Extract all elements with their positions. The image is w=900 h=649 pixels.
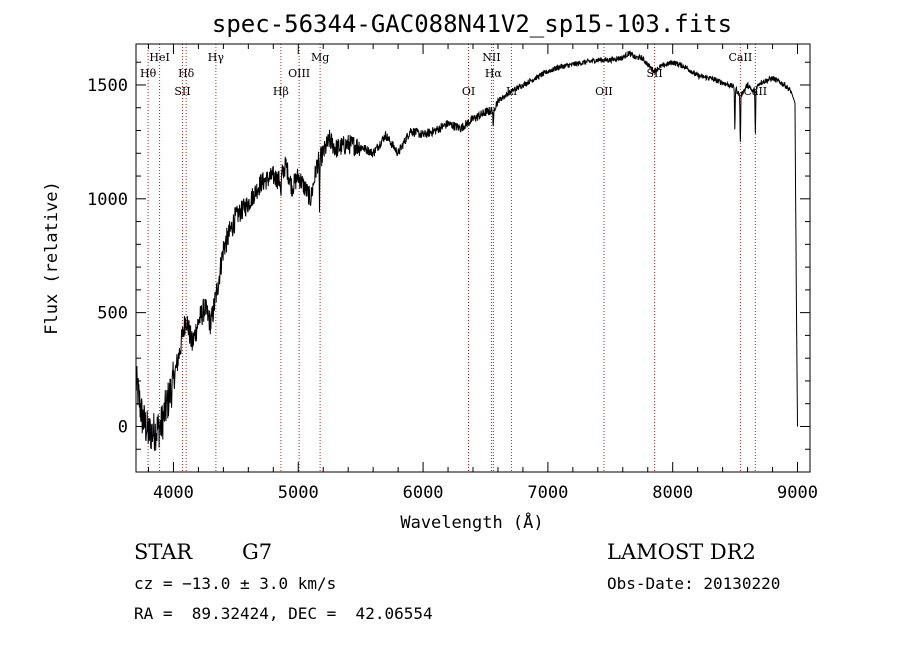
x-tick-label: 5000 <box>278 483 319 503</box>
line-marker-label: CaII <box>729 51 753 64</box>
line-marker-label: HeI <box>149 51 169 64</box>
line-marker-label: OI <box>462 85 475 98</box>
x-tick-label: 6000 <box>403 483 444 503</box>
line-marker-label: OIII <box>288 67 310 80</box>
line-marker-label: Hθ <box>140 67 157 80</box>
y-axis: 0 500 1000 1500 <box>87 61 810 450</box>
y-tick-label: 0 <box>118 417 128 437</box>
line-marker-label: NII <box>482 51 500 64</box>
line-marker-label: Hβ <box>273 85 289 98</box>
line-marker-label: OII <box>595 85 613 98</box>
line-marker-label: SII <box>174 85 190 98</box>
chart-title: spec-56344-GAC088N41V2_sp15-103.fits <box>212 10 732 38</box>
y-tick-label: 500 <box>97 304 128 324</box>
x-tick-label: 9000 <box>777 483 818 503</box>
line-marker-label: Mg <box>311 51 329 64</box>
coordinates: RA = 89.32424, DEC = 42.06554 <box>134 604 433 623</box>
x-tick-label: 4000 <box>153 483 194 503</box>
y-axis-label: Flux (relative) <box>42 181 62 335</box>
line-marker-label: Hα <box>485 67 503 80</box>
object-subclass: G7 <box>242 540 273 564</box>
object-class: STAR <box>134 540 193 564</box>
spectrum-line <box>135 49 798 451</box>
y-tick-label: 1500 <box>87 76 128 96</box>
x-axis-label: Wavelength (Å) <box>400 511 543 533</box>
x-axis: 4000 5000 6000 7000 8000 9000 <box>147 44 818 503</box>
y-tick-label: 1000 <box>87 190 128 210</box>
redshift-velocity: cz = −13.0 ± 3.0 km/s <box>134 574 337 593</box>
plot-frame <box>135 43 811 473</box>
line-marker-label: Hδ <box>178 67 195 80</box>
line-marker-label: Hγ <box>208 51 225 64</box>
survey-name: LAMOST DR2 <box>607 540 756 564</box>
observation-date: Obs-Date: 20130220 <box>607 574 781 593</box>
x-tick-label: 7000 <box>527 483 568 503</box>
line-marker-label: CaII <box>743 85 767 98</box>
x-tick-label: 8000 <box>652 483 693 503</box>
